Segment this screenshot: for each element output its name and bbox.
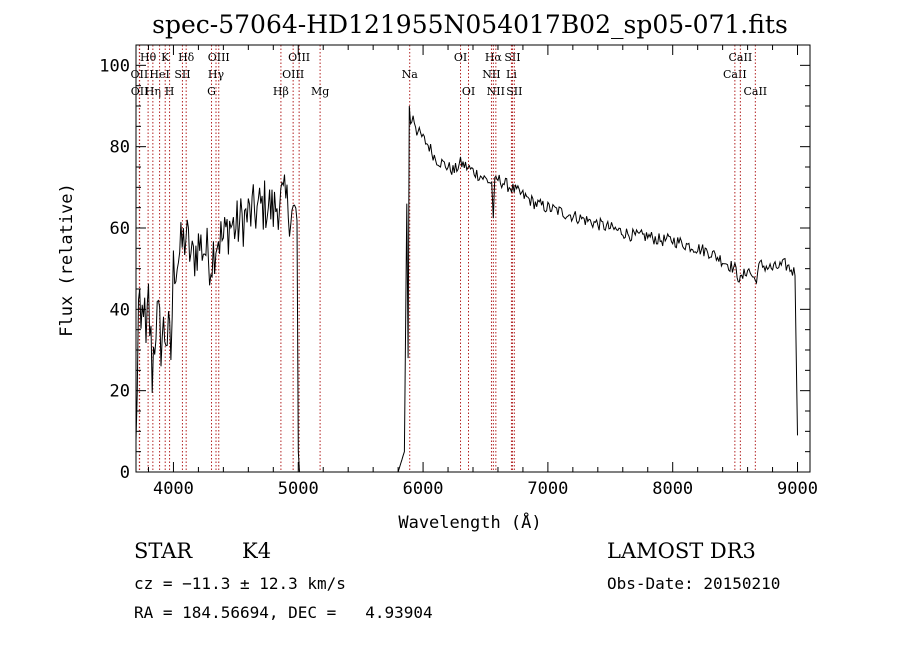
chart-title: spec-57064-HD121955N054017B02_sp05-071.f… bbox=[152, 10, 788, 39]
y-tick-label-1: 20 bbox=[110, 382, 130, 402]
object-class: STAR bbox=[134, 539, 193, 563]
redshift-cz: cz = −11.3 ± 12.3 km/s bbox=[134, 574, 346, 593]
y-tick-label-2: 40 bbox=[110, 300, 130, 320]
x-tick-label-2: 6000 bbox=[403, 479, 444, 499]
marker-label-14: OIII bbox=[282, 68, 304, 81]
x-tick-label-5: 9000 bbox=[777, 479, 818, 499]
marker-label-10: Hγ bbox=[208, 68, 225, 81]
marker-label-6: H bbox=[165, 85, 175, 98]
marker-label-22: SII bbox=[504, 51, 520, 64]
coordinates: RA = 184.56694, DEC = 4.93904 bbox=[134, 603, 433, 622]
spectrum-series bbox=[135, 105, 798, 473]
marker-label-20: NII bbox=[482, 68, 500, 81]
marker-label-9: OIII bbox=[208, 51, 230, 64]
x-tick-label-0: 4000 bbox=[153, 479, 194, 499]
y-tick-label-4: 80 bbox=[110, 138, 130, 158]
survey-name: LAMOST DR3 bbox=[607, 539, 756, 563]
marker-label-17: OI bbox=[454, 51, 467, 64]
marker-label-7: SII bbox=[174, 68, 190, 81]
marker-label-15: Mg bbox=[311, 85, 329, 98]
series-flux bbox=[135, 105, 798, 473]
marker-label-8: Hδ bbox=[178, 51, 195, 64]
axes: 4000 5000 6000 7000 8000 9000 0 20 40 60 80 100 bbox=[99, 44, 818, 499]
marker-label-24: SII bbox=[506, 85, 522, 98]
marker-label-25: CaII bbox=[723, 68, 747, 81]
y-axis-label: Flux (relative) bbox=[57, 183, 77, 337]
x-tick-label-1: 5000 bbox=[278, 479, 319, 499]
marker-label-21: NII bbox=[487, 85, 505, 98]
object-subclass: K4 bbox=[242, 539, 272, 563]
marker-label-5: K bbox=[161, 51, 170, 64]
marker-label-12: Hβ bbox=[273, 85, 289, 98]
obs-date: Obs-Date: 20150210 bbox=[607, 574, 781, 593]
y-tick-label-5: 100 bbox=[99, 56, 130, 76]
marker-label-11: G bbox=[207, 85, 216, 98]
marker-label-26: CaII bbox=[729, 51, 753, 64]
marker-label-19: Hα bbox=[485, 51, 503, 64]
marker-label-2: OII bbox=[131, 85, 149, 98]
marker-label-3: Hη bbox=[145, 85, 161, 98]
y-tick-label-3: 60 bbox=[110, 219, 130, 239]
x-axis-label: Wavelength (Å) bbox=[398, 511, 541, 533]
x-tick-label-3: 7000 bbox=[527, 479, 568, 499]
marker-label-18: OI bbox=[462, 85, 475, 98]
marker-label-0: Hθ bbox=[140, 51, 157, 64]
marker-label-13: OIII bbox=[288, 51, 310, 64]
marker-label-4: HeI bbox=[149, 68, 169, 81]
y-tick-label-0: 0 bbox=[120, 463, 130, 483]
marker-label-27: CaII bbox=[743, 85, 767, 98]
marker-label-16: Na bbox=[402, 68, 419, 81]
marker-label-23: Li bbox=[506, 68, 517, 81]
x-tick-label-4: 8000 bbox=[652, 479, 693, 499]
